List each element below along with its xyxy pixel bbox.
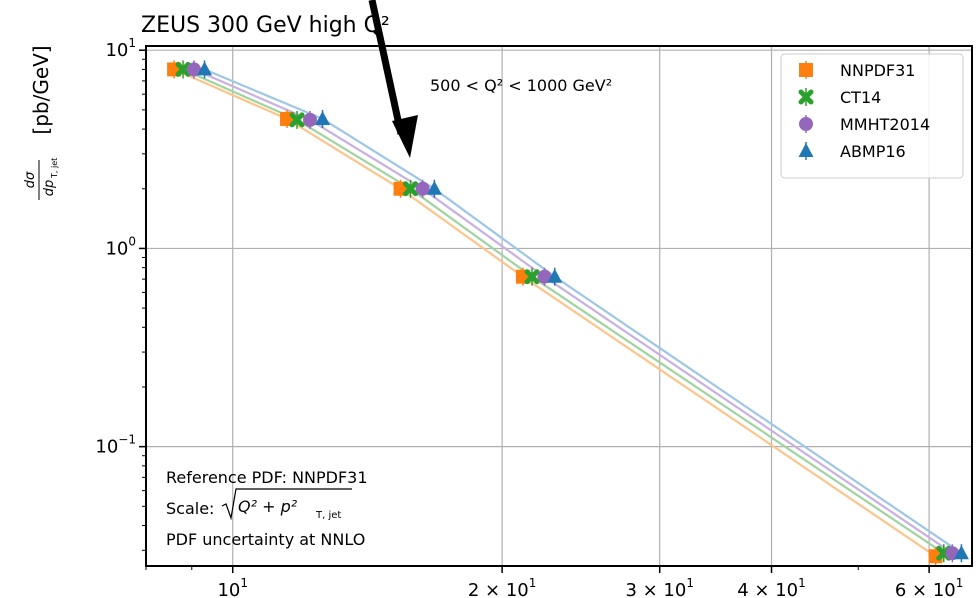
legend-label-mmht2014: MMHT2014: [840, 115, 930, 134]
legend-marker-ct14: [798, 89, 814, 105]
q2-range-annotation: 500 < Q² < 1000 GeV²: [430, 76, 612, 95]
legend-label-abmp16: ABMP16: [840, 142, 906, 161]
x-tick-label: 3 × 101: [625, 576, 694, 598]
legend-marker-nnpdf31: [799, 63, 813, 77]
legend-marker-mmht2014: [799, 117, 813, 131]
arrow-head: [392, 115, 418, 158]
chart-title: ZEUS 300 GeV high Q²: [141, 13, 390, 38]
scale-formula-sub: T, jet: [315, 510, 341, 521]
data-point-abmp16: [953, 545, 969, 560]
data-point-ct14: [403, 181, 419, 197]
overlay-arrow: [368, 0, 418, 158]
data-point-ct14: [175, 61, 191, 77]
data-point-ct14: [524, 269, 540, 285]
axis-ticks: 101 2 × 101 3 × 101 4 × 101 6 × 101 101 100 10−…: [95, 36, 963, 598]
y-axis-label: dσ dp T, jet [pb/GeV]: [23, 45, 59, 200]
scale-formula: Q² + p²: [238, 497, 298, 516]
legend-label-ct14: CT14: [840, 88, 881, 107]
y-axis-unit: [pb/GeV]: [29, 45, 53, 134]
data-point-abmp16: [197, 61, 213, 76]
scale-label: Scale:: [166, 499, 214, 518]
legend-label-nnpdf31: NNPDF31: [840, 61, 915, 80]
uncertainty-text: PDF uncertainty at NNLO: [166, 530, 365, 549]
series-markers: [167, 60, 969, 566]
data-point-mmht2014: [537, 269, 552, 284]
data-point-abmp16: [547, 268, 563, 283]
y-tick-label: 10−1: [95, 433, 136, 458]
sqrt-symbol: [221, 488, 352, 521]
data-point-mmht2014: [303, 112, 318, 127]
x-tick-label: 2 × 101: [468, 576, 537, 598]
x-tick-label: 4 × 101: [737, 576, 806, 598]
scale-annotation: Scale: Q² + p² T, jet: [166, 488, 352, 521]
legend-box: [780, 53, 964, 179]
legend: NNPDF31 CT14 MMHT2014 ABMP16: [780, 53, 964, 179]
data-point-abmp16: [426, 180, 442, 195]
y-tick-label: 101: [105, 36, 136, 61]
legend-marker-abmp16: [798, 143, 814, 157]
x-tick-label: 101: [217, 576, 248, 598]
x-tick-label: 6 × 101: [895, 576, 964, 598]
y-axis-frac-den-sub: T, jet: [50, 158, 59, 179]
y-axis-frac-den: dp: [42, 180, 57, 197]
data-point-mmht2014: [415, 181, 430, 196]
y-axis-frac-num: dσ: [23, 171, 38, 188]
data-point-abmp16: [315, 110, 331, 125]
data-point-mmht2014: [186, 62, 201, 77]
plot-frame: [145, 45, 973, 567]
arrow-shaft: [368, 0, 405, 135]
y-tick-label: 100: [105, 234, 136, 259]
data-point-ct14: [289, 112, 305, 128]
reference-pdf-text: Reference PDF: NNPDF31: [166, 468, 368, 487]
